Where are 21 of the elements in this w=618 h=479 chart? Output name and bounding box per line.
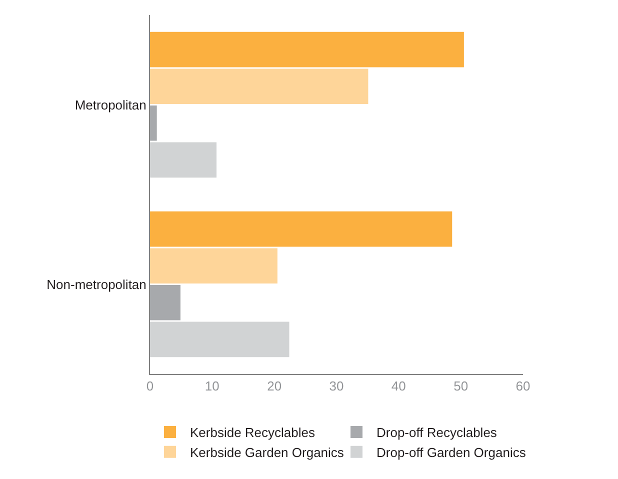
y-tick-label: Metropolitan [74, 97, 146, 112]
bar [150, 32, 464, 68]
x-tick-label: 10 [204, 378, 220, 394]
x-tick-label: 40 [391, 378, 406, 394]
legend-label: Drop-off Garden Organics [376, 445, 526, 460]
bar [150, 105, 157, 141]
legend-label: Drop-off Recyclables [376, 425, 498, 440]
legend-label: Kerbside Recyclables [190, 425, 316, 440]
x-tick-label: 0 [146, 378, 154, 394]
bar [150, 248, 278, 284]
bar [150, 284, 180, 320]
x-tick-label: 60 [516, 378, 530, 394]
x-tick-label: 50 [454, 378, 468, 394]
x-tick-label: 20 [267, 378, 282, 394]
x-tick-label: 30 [329, 378, 344, 394]
bar [150, 322, 290, 358]
bar [150, 142, 217, 178]
legend-label: Kerbside Garden Organics [190, 445, 344, 460]
bar [150, 68, 368, 104]
y-tick-label: Non-metropolitan [46, 276, 146, 292]
bar [150, 211, 452, 247]
